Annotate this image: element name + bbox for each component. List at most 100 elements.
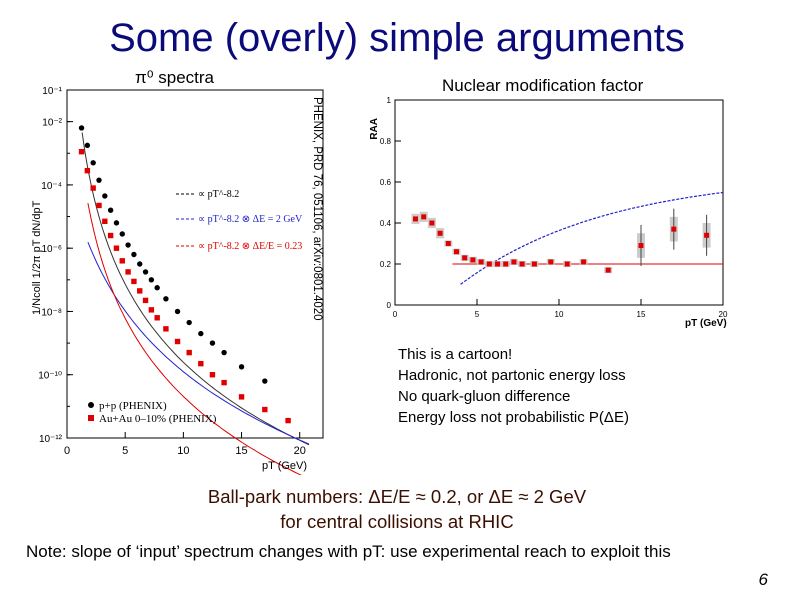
spectra-curves xyxy=(81,132,310,475)
pp-point xyxy=(78,125,85,131)
raa-y-axis-label: RAA xyxy=(369,118,380,140)
raa-label: Nuclear modification factor xyxy=(442,76,644,95)
spectra-tick-labels: 0 5 10 15 20 10⁻¹ 10⁻² 10⁻⁴ 10⁻⁶ 10⁻⁸ 10⁻¹⁰ 10⁻¹² xyxy=(38,86,306,457)
auau-point xyxy=(90,185,96,191)
pp-point xyxy=(137,261,143,267)
y-tick-label: 0.6 xyxy=(380,178,392,187)
x-tick-label: 15 xyxy=(235,445,247,457)
raa-points xyxy=(411,208,711,274)
raa-x-axis-label: pT (GeV) xyxy=(685,318,727,329)
auau-point xyxy=(113,245,120,251)
x-tick-label: 20 xyxy=(294,445,306,457)
y-tick-label: 1 xyxy=(387,96,392,105)
y-tick-label: 10⁻¹⁰ xyxy=(38,371,62,382)
plot-frame xyxy=(66,89,324,439)
pp-point xyxy=(154,285,160,291)
legend-pp: p+p (PHENIX) xyxy=(99,400,167,412)
pp-point xyxy=(131,251,137,258)
curve-legend-2: ∝ pT^-8.2 ⊗ ΔE = 2 GeV xyxy=(198,214,303,225)
x-tick-label: 0 xyxy=(64,445,70,457)
footnote: Note: slope of ‘input’ spectrum changes … xyxy=(26,542,671,561)
auau-point xyxy=(142,297,149,304)
pp-point xyxy=(198,330,204,337)
cartoon-line: This is a cartoon! xyxy=(398,346,513,363)
cartoon-notes: This is a cartoon! Hadronic, not partoni… xyxy=(398,344,629,428)
auau-point xyxy=(209,372,216,378)
auau-point xyxy=(174,338,181,345)
y-tick-label: 0.8 xyxy=(380,137,392,146)
raa-point xyxy=(511,259,517,265)
slide-title: Some (overly) simple arguments xyxy=(109,16,685,60)
y-tick-label: 0 xyxy=(387,301,392,310)
spectra-x-axis-label: pT (GeV) xyxy=(262,460,307,472)
raa-point xyxy=(704,232,710,238)
curve-legend-1: ∝ pT^-8.2 xyxy=(198,189,239,200)
auau-point xyxy=(131,278,137,285)
pp-point xyxy=(209,340,216,346)
auau-point xyxy=(186,349,192,356)
curve-constant-eloss xyxy=(87,242,310,445)
raa-point xyxy=(671,226,677,232)
ballpark-line-1: Ball-park numbers: ΔE/E ≈ 0.2, or ΔE ≈ 2… xyxy=(207,486,587,507)
x-tick-label: 10 xyxy=(555,310,564,319)
pp-point xyxy=(238,364,245,370)
raa-point xyxy=(454,249,459,255)
raa-point xyxy=(519,261,525,267)
auau-point xyxy=(84,167,91,174)
raa-point xyxy=(503,261,509,267)
raa-point xyxy=(462,255,468,261)
pp-point xyxy=(90,160,96,166)
raa-point xyxy=(531,261,537,267)
auau-point xyxy=(198,360,204,367)
curve-fractional-eloss xyxy=(87,203,302,475)
pp-point xyxy=(113,220,120,226)
curve-legend-3: ∝ pT^-8.2 ⊗ ΔE/E = 0.23 xyxy=(198,241,302,252)
auau-point xyxy=(119,258,125,264)
legend-marker-pp xyxy=(88,402,94,408)
raa-point xyxy=(564,261,570,267)
x-tick-label: 15 xyxy=(637,310,646,319)
auau-point xyxy=(285,417,291,424)
auau-point xyxy=(96,202,102,209)
auau-point xyxy=(221,379,227,386)
x-tick-label: 10 xyxy=(177,445,189,457)
raa-point xyxy=(437,230,443,236)
raa-chart: 0 5 10 15 20 0 0.2 0.4 0.6 0.8 1 RAA pT (GeV) xyxy=(369,96,728,329)
pp-point xyxy=(107,207,114,213)
auau-point xyxy=(154,315,160,321)
y-tick-label: 10⁻⁶ xyxy=(41,244,62,255)
auau-point xyxy=(107,232,114,239)
spectra-y-axis-label: 1/Ncoll 1/2π pT dN/dpT xyxy=(31,200,43,315)
raa-curves xyxy=(452,191,724,285)
x-tick-label: 5 xyxy=(475,310,480,319)
y-tick-label: 10⁻¹ xyxy=(42,86,62,97)
raa-point xyxy=(548,259,554,265)
pp-point xyxy=(174,308,181,315)
auau-point xyxy=(238,394,245,400)
pp-point xyxy=(262,378,268,384)
pp-point xyxy=(125,242,131,248)
raa-tick-labels: 0 5 10 15 20 0 0.2 0.4 0.6 0.8 1 xyxy=(380,96,728,319)
auau-point xyxy=(137,288,143,294)
auau-point xyxy=(163,326,169,332)
cartoon-line: No quark-gluon difference xyxy=(398,388,571,405)
spectra-points xyxy=(78,125,291,424)
spectra-chart: 0 5 10 15 20 10⁻¹ 10⁻² 10⁻⁴ 10⁻⁶ 10⁻⁸ 10⁻¹⁰ 10⁻¹² 1… xyxy=(31,86,324,475)
x-tick-label: 0 xyxy=(393,310,398,319)
raa-point xyxy=(429,220,435,226)
ballpark-numbers: Ball-park numbers: ΔE/E ≈ 0.2, or ΔE ≈ 2… xyxy=(0,484,794,534)
pp-point xyxy=(186,319,192,326)
auau-point xyxy=(78,148,85,155)
raa-point xyxy=(581,259,587,265)
curve-power-law xyxy=(81,132,310,446)
raa-point xyxy=(495,261,500,267)
page-number: 6 xyxy=(758,570,768,589)
spectra-label: π⁰ spectra xyxy=(135,68,215,87)
auau-point xyxy=(125,269,131,275)
raa-point xyxy=(486,261,492,267)
constant-eloss-curve xyxy=(460,191,724,285)
raa-point xyxy=(445,241,451,246)
raa-point xyxy=(421,214,427,220)
auau-point xyxy=(148,307,155,313)
raa-frame xyxy=(394,99,724,306)
